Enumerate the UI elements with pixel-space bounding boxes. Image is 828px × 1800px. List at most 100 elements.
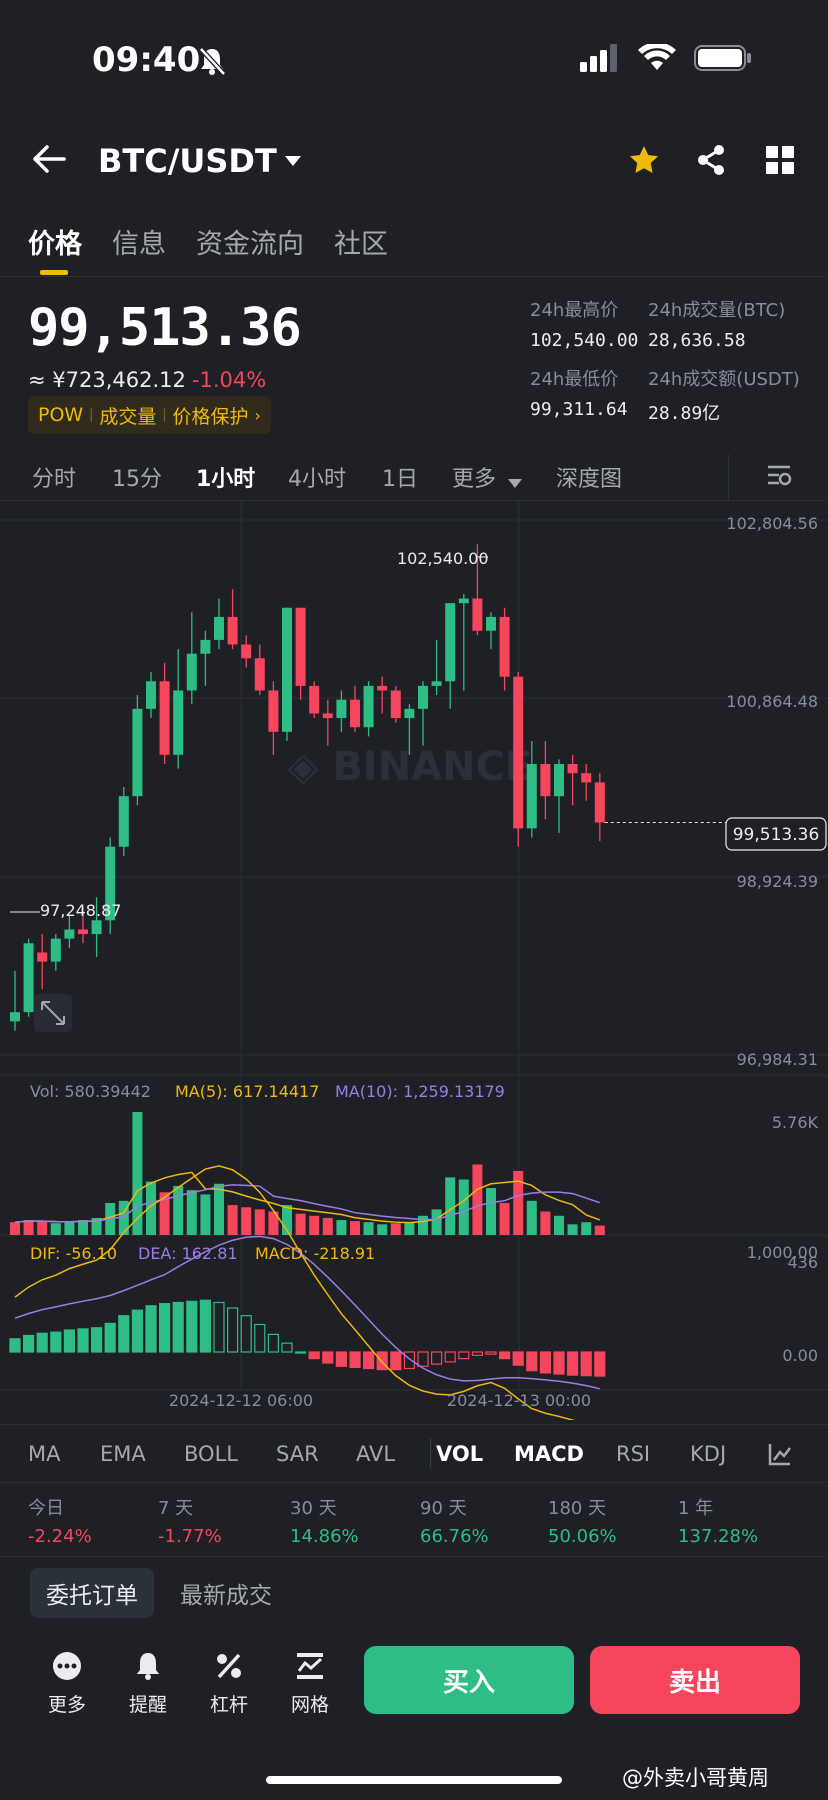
macd-hist-bar [77,1328,89,1353]
tabs-divider [0,276,828,277]
share-icon[interactable] [696,144,726,180]
macd-hist-bar [526,1351,538,1372]
macd-label: MACD: -218.91 [255,1244,375,1263]
sell-button[interactable]: 卖出 [590,1646,800,1714]
tab-price[interactable]: 价格 [28,222,82,275]
volume-bar [227,1205,238,1235]
macd-hist-bar [23,1334,35,1353]
interval-1h[interactable]: 1小时 [196,467,256,492]
interval-4h[interactable]: 4小时 [288,467,346,492]
macd-hist-bar [471,1351,483,1356]
stat-high-label: 24h最高价 [530,300,619,321]
tag-price-protection[interactable]: 价格保护 [172,405,249,428]
leverage-label: 杠杆 [209,1694,248,1716]
tab-fund-flow[interactable]: 资金流向 [196,229,304,260]
caret-down-small-icon [508,470,522,495]
home-indicator [266,1776,562,1784]
indicator-top-divider [0,1424,828,1425]
watermark-text: @外卖小哥黄周 [622,1766,769,1790]
ind-ma[interactable]: MA [28,1442,61,1466]
interval-15m[interactable]: 15分 [112,467,162,492]
buy-button[interactable]: 买入 [364,1646,574,1714]
price-cny: ≈ ¥723,462.12 -1.04% [28,368,266,392]
macd-hist-bar [308,1351,320,1360]
tag-pow[interactable]: POW [38,404,84,426]
pair-title[interactable]: BTC/USDT [98,142,277,180]
candle-body [64,929,75,939]
more-button[interactable]: 更多 [32,1648,102,1717]
tag-bar[interactable]: POW ǀ 成交量 ǀ 价格保护 › [28,396,271,434]
tab-community[interactable]: 社区 [334,229,388,260]
candle-body [78,929,88,935]
candle-body [499,616,510,677]
interval-more[interactable]: 更多 [452,467,497,492]
volume-bar [10,1222,20,1235]
macd-hist-bar [159,1302,171,1353]
volume-bar [458,1179,469,1235]
candle-body [173,690,184,755]
status-time: 09:40 [92,40,201,80]
macd-hist-bar [444,1351,456,1363]
tab-open-orders[interactable]: 委托订单 [30,1568,154,1618]
bell-icon [137,1653,159,1680]
expand-icon[interactable] [34,994,72,1032]
interval-1d[interactable]: 1日 [382,467,418,492]
volume-bar [499,1202,510,1235]
candle-body [581,773,592,783]
interval-depth[interactable]: 深度图 [556,467,623,492]
volume-bar [200,1194,211,1235]
candle-body [554,764,564,797]
grid-trade-button[interactable]: 网格 [275,1648,345,1717]
perf-divider [0,1556,828,1557]
interval-timeline[interactable]: 分时 [32,467,77,492]
kline-chart[interactable]: ◈ BINANCE 102,804.56 100,864.48 98,924.3… [0,500,828,1420]
volume-bar [23,1220,34,1235]
ind-boll[interactable]: BOLL [184,1442,238,1466]
candle-body [91,920,102,935]
volume-bar [336,1220,347,1235]
candle-body [418,685,428,709]
volume-bar [50,1223,61,1235]
candle-body [526,764,537,829]
macd-hist-bar [131,1309,143,1353]
ind-ema[interactable]: EMA [100,1442,146,1466]
macd-hist-bar [553,1351,565,1375]
more-dots-icon [53,1652,81,1680]
ind-vol[interactable]: VOL [436,1442,484,1466]
stat-low-value: 99,311.64 [530,399,628,420]
candle-body [132,708,143,797]
macd-hist-bar [295,1351,307,1354]
candle-body [404,708,415,719]
tag-volume[interactable]: 成交量 [99,405,157,428]
ind-kdj[interactable]: KDJ [690,1442,727,1466]
favorite-star-icon[interactable] [628,144,660,180]
macd-hist-bar [539,1351,552,1374]
volume-bar [526,1200,537,1235]
chart-settings-icon[interactable] [766,462,792,494]
grid-menu-icon[interactable] [766,146,794,178]
candle-body [309,685,320,714]
alert-button[interactable]: 提醒 [113,1648,183,1717]
tab-latest-trades[interactable]: 最新成交 [180,1583,272,1609]
low-annotation: 97,248.87 [40,901,121,920]
price-change: -1.04% [191,368,267,392]
volume-bar [513,1170,524,1235]
volume-bar [309,1215,320,1235]
vol-label: Vol: 580.39442 [30,1082,151,1101]
volume-bar [567,1224,578,1235]
volume-bar [91,1217,102,1235]
back-arrow-icon[interactable] [32,144,66,178]
macd-hist-bar [512,1351,524,1366]
ind-sar[interactable]: SAR [276,1442,319,1466]
chart-top-divider [0,500,828,501]
indicator-settings-icon[interactable] [768,1442,792,1471]
tab-info[interactable]: 信息 [112,229,166,260]
ma5-label: MA(5): 617.14417 [175,1082,319,1101]
perf-value-180d: 50.06% [548,1526,617,1547]
ind-avl[interactable]: AVL [356,1442,396,1466]
macd-tick-max: 1,000.00 [747,1243,818,1262]
leverage-button[interactable]: 杠杆 [194,1648,264,1717]
caret-down-icon[interactable] [284,152,302,171]
ind-rsi[interactable]: RSI [616,1442,651,1466]
ind-macd[interactable]: MACD [514,1442,584,1466]
